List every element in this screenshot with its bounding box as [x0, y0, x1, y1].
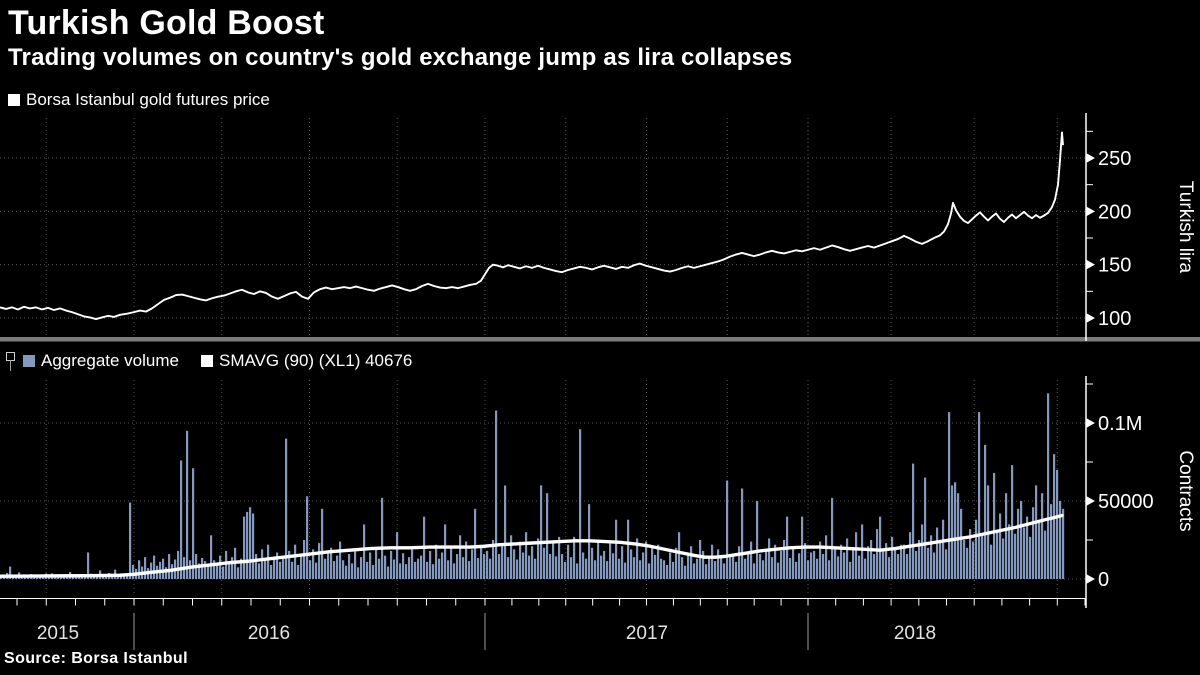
svg-text:100: 100: [1098, 308, 1131, 330]
axes: 100 150 200 250 0 50000 0.1M Turkish lira Contra…: [1085, 113, 1196, 608]
price-line: [0, 131, 1064, 321]
smavg-legend-label: SMAVG (90) (XL1) 40676: [218, 351, 413, 370]
svg-text:200: 200: [1098, 201, 1131, 223]
svg-text:0.1M: 0.1M: [1098, 413, 1142, 435]
price-legend-label: Borsa Istanbul gold futures price: [26, 90, 270, 109]
svg-text:2017: 2017: [626, 623, 668, 644]
smavg-legend-swatch-icon: [200, 355, 213, 367]
svg-text:150: 150: [1098, 255, 1131, 277]
volume-legend-label: Aggregate volume: [41, 351, 179, 370]
price-legend-swatch-icon: [8, 94, 20, 106]
x-axis: 2015 2016 2017 2018: [0, 598, 1086, 650]
page-title: Turkish Gold Boost: [8, 4, 325, 42]
volume-legend: Aggregate volume SMAVG (90) (XL1) 40676: [6, 351, 412, 371]
volume-legend-swatch-icon: [23, 355, 35, 367]
page-subtitle: Trading volumes on country's gold exchan…: [8, 44, 793, 71]
svg-text:2018: 2018: [894, 623, 936, 644]
svg-text:50000: 50000: [1098, 491, 1154, 513]
svg-text:250: 250: [1098, 148, 1131, 170]
volume-bars: [0, 393, 1065, 579]
svg-text:2015: 2015: [37, 623, 79, 644]
svg-text:Turkish lira: Turkish lira: [1175, 181, 1196, 274]
source-label: Source: Borsa Istanbul: [4, 650, 188, 667]
svg-text:0: 0: [1098, 569, 1109, 591]
svg-text:2016: 2016: [248, 623, 290, 644]
panel-divider: [0, 337, 1200, 342]
price-legend: Borsa Istanbul gold futures price: [8, 90, 270, 110]
panel-pin-icon[interactable]: [6, 351, 16, 371]
svg-text:Contracts: Contracts: [1175, 450, 1196, 531]
smavg-line: [0, 513, 1064, 578]
